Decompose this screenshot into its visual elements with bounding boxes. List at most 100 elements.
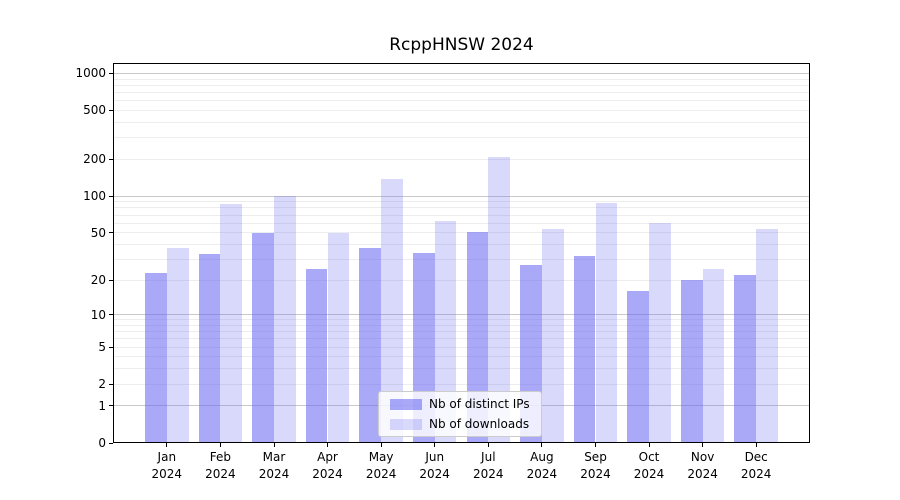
gridline-minor	[114, 109, 809, 111]
x-tick-month: Nov	[690, 450, 715, 464]
x-tick-label: Dec 2024	[728, 449, 784, 483]
bar-downloads	[381, 179, 403, 443]
y-tick-mark	[109, 195, 113, 197]
x-tick-year: 2024	[151, 467, 183, 481]
x-tick-month: Feb	[209, 450, 232, 464]
y-tick-mark	[109, 279, 113, 281]
y-tick-label: 20	[90, 273, 106, 288]
x-tick-label: Jan 2024	[139, 449, 195, 483]
legend-swatch-downloads	[390, 418, 422, 430]
x-tick-year: 2024	[687, 467, 718, 481]
x-tick-month: Sep	[584, 450, 607, 464]
y-tick-label: 10	[90, 307, 106, 322]
y-tick-label: 100	[83, 189, 106, 204]
x-tick-mark	[273, 443, 275, 447]
bar-distinct-ips	[573, 256, 596, 443]
y-tick-label: 2	[98, 377, 106, 392]
y-tick-mark	[109, 72, 113, 74]
bar-downloads	[541, 228, 564, 443]
y-tick-label: 500	[83, 103, 106, 118]
gridline-minor	[114, 383, 809, 385]
gridline-minor	[114, 121, 809, 123]
x-tick-month: Dec	[744, 450, 768, 464]
legend: Nb of distinct IPs Nb of downloads	[378, 391, 542, 437]
x-tick-label: Jun 2024	[407, 449, 463, 483]
x-tick-year: 2024	[419, 467, 450, 481]
y-tick-label: 200	[83, 152, 106, 167]
bar-downloads	[327, 232, 350, 443]
gridline-minor	[114, 207, 809, 209]
x-tick-year: 2024	[580, 467, 611, 481]
x-tick-year: 2024	[740, 467, 772, 481]
legend-item-downloads: Nb of downloads	[390, 414, 541, 434]
bar-distinct-ips	[680, 280, 703, 443]
bar-downloads	[702, 268, 725, 443]
gridline-minor	[114, 346, 809, 348]
x-tick-year: 2024	[633, 467, 665, 481]
gridline-minor	[114, 232, 809, 234]
bar-downloads	[166, 248, 189, 443]
gridline-minor	[114, 258, 809, 260]
gridline-minor	[114, 356, 809, 358]
y-tick-mark	[109, 109, 113, 111]
y-tick-mark	[109, 232, 113, 234]
x-tick-label: May 2024	[353, 449, 409, 483]
x-tick-label: Sep 2024	[568, 449, 624, 483]
gridline-minor	[114, 331, 809, 333]
gridline-minor	[114, 368, 809, 370]
x-tick-mark	[755, 443, 757, 447]
bar-downloads	[488, 156, 511, 443]
x-tick-year: 2024	[365, 467, 397, 481]
gridline-minor	[114, 84, 809, 86]
y-tick-label: 50	[90, 225, 106, 240]
gridline-minor	[114, 201, 809, 203]
plot-border	[113, 63, 810, 443]
bar-distinct-ips	[198, 254, 221, 443]
x-tick-year: 2024	[526, 467, 558, 481]
x-tick-month: Oct	[638, 450, 660, 464]
x-tick-mark	[648, 443, 650, 447]
bar-distinct-ips	[627, 291, 649, 443]
bar-distinct-ips	[305, 268, 328, 443]
x-tick-month: Jun	[425, 450, 445, 464]
bar-downloads	[220, 203, 243, 443]
x-tick-label: Oct 2024	[621, 449, 677, 483]
gridline-minor	[114, 222, 809, 224]
x-tick-mark	[487, 443, 489, 447]
gridline-minor	[114, 319, 809, 321]
y-tick-mark	[109, 442, 113, 444]
gridline-minor	[114, 243, 809, 245]
y-tick-mark	[109, 383, 113, 385]
bar-downloads	[434, 220, 457, 443]
y-tick-mark	[109, 405, 113, 407]
bar-distinct-ips	[252, 232, 274, 443]
y-tick-mark	[109, 314, 113, 316]
bar-downloads	[756, 228, 778, 443]
gridline-minor	[114, 92, 809, 93]
bar-distinct-ips	[359, 248, 382, 443]
legend-label-distinct-ips: Nb of distinct IPs	[429, 397, 530, 411]
gridline-major	[114, 72, 809, 74]
bar-distinct-ips	[145, 273, 167, 443]
gridline-major	[114, 314, 809, 316]
legend-label-downloads: Nb of downloads	[429, 417, 530, 431]
gridline-minor	[114, 338, 809, 340]
x-tick-label: Mar 2024	[246, 449, 302, 483]
x-tick-month: Aug	[530, 450, 554, 464]
x-tick-mark	[702, 443, 704, 447]
bar-downloads	[274, 196, 296, 443]
y-tick-label: 1000	[75, 66, 106, 81]
gridline-minor	[114, 279, 809, 281]
gridline-minor	[114, 214, 809, 216]
x-tick-mark	[541, 443, 543, 447]
bar-downloads	[649, 223, 671, 443]
x-tick-month: Apr	[317, 450, 338, 464]
y-tick-label: 0	[98, 436, 106, 450]
bar-downloads	[595, 202, 618, 443]
x-tick-label: Aug 2024	[514, 449, 570, 483]
bar-distinct-ips	[466, 231, 489, 443]
x-tick-year: 2024	[473, 467, 504, 481]
x-tick-mark	[434, 443, 436, 447]
